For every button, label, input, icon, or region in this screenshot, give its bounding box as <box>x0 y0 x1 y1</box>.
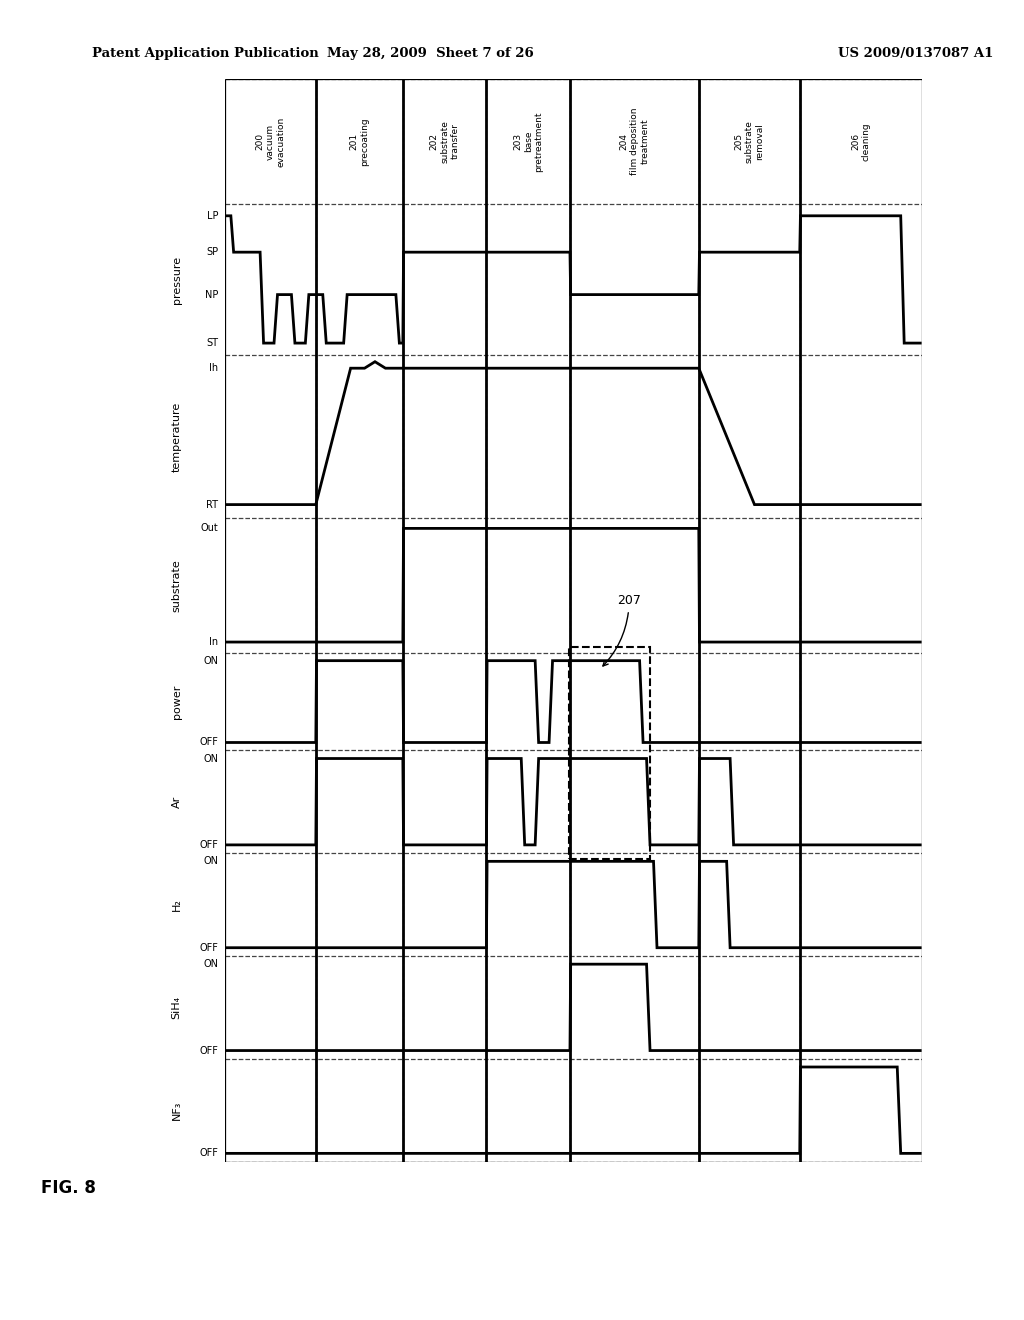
Text: Patent Application Publication: Patent Application Publication <box>92 46 318 59</box>
Text: ON: ON <box>204 960 218 969</box>
Text: NP: NP <box>205 289 218 300</box>
Text: US 2009/0137087 A1: US 2009/0137087 A1 <box>838 46 993 59</box>
Text: 206
cleaning: 206 cleaning <box>851 123 870 161</box>
Text: 207: 207 <box>603 594 641 667</box>
Text: NF₃: NF₃ <box>172 1101 181 1119</box>
Bar <box>568 648 650 858</box>
Text: OFF: OFF <box>200 942 218 953</box>
Text: ON: ON <box>204 656 218 665</box>
Text: ON: ON <box>204 857 218 866</box>
Text: Ih: Ih <box>209 363 218 374</box>
Text: ST: ST <box>206 338 218 348</box>
Text: 203
base
pretreatment: 203 base pretreatment <box>513 111 543 172</box>
Text: Out: Out <box>201 524 218 533</box>
Text: 204
film deposition
treatment: 204 film deposition treatment <box>620 108 649 176</box>
Text: 201
precoating: 201 precoating <box>349 117 369 166</box>
Text: ON: ON <box>204 754 218 763</box>
Text: FIG. 8: FIG. 8 <box>41 1179 96 1197</box>
Text: SP: SP <box>206 247 218 257</box>
Text: OFF: OFF <box>200 1045 218 1056</box>
Text: 200
vacuum
evacuation: 200 vacuum evacuation <box>256 116 286 166</box>
Text: pressure: pressure <box>172 255 181 304</box>
Text: LP: LP <box>207 211 218 220</box>
Text: OFF: OFF <box>200 1148 218 1159</box>
Text: substrate: substrate <box>172 558 181 611</box>
Text: RT: RT <box>206 499 218 510</box>
Text: 202
substrate
transfer: 202 substrate transfer <box>430 120 460 162</box>
Text: In: In <box>209 638 218 647</box>
Text: power: power <box>172 684 181 719</box>
Text: H₂: H₂ <box>172 898 181 911</box>
Text: 205
substrate
removal: 205 substrate removal <box>734 120 764 162</box>
Text: Ar: Ar <box>172 796 181 808</box>
Text: temperature: temperature <box>172 401 181 471</box>
Text: OFF: OFF <box>200 840 218 850</box>
Text: SiH₄: SiH₄ <box>172 995 181 1019</box>
Text: OFF: OFF <box>200 738 218 747</box>
Text: May 28, 2009  Sheet 7 of 26: May 28, 2009 Sheet 7 of 26 <box>327 46 534 59</box>
